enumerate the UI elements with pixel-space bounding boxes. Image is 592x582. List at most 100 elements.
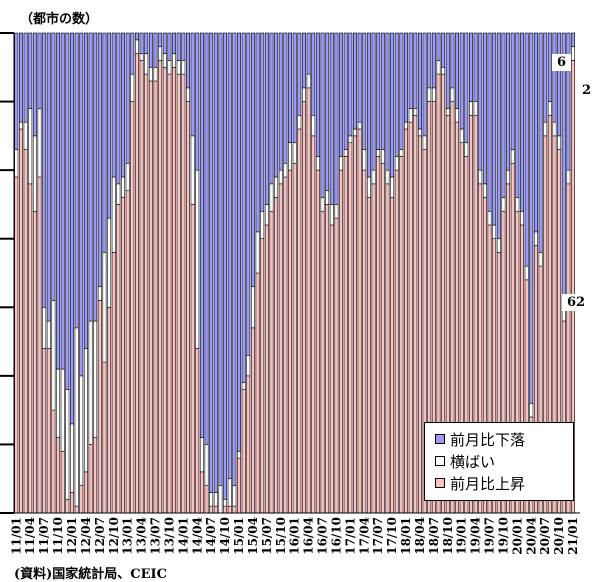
bar-decline-14-11 [227, 32, 232, 480]
bar-decline-17-06 [371, 32, 376, 171]
bar-rise-15-08 [269, 210, 274, 514]
bar-flat-19-03 [469, 101, 473, 116]
bar-flat-18-12 [455, 108, 460, 123]
bar-decline-16-11 [339, 32, 344, 157]
bar-decline-18-05 [422, 32, 427, 137]
bar-rise-17-07 [376, 156, 381, 514]
bar-flat-16-01 [292, 142, 297, 164]
y-axis-unit-label: （都市の数） [20, 12, 99, 27]
bar-decline-17-08 [380, 32, 385, 150]
bar-flat-17-01 [348, 135, 353, 144]
bar-rise-13-01 [125, 190, 130, 514]
bar-decline-16-04 [306, 32, 311, 75]
bar-rise-12-09 [107, 306, 112, 514]
bar-rise-16-12 [343, 156, 348, 514]
bar-decline-15-08 [269, 32, 274, 185]
bar-flat-12-03 [79, 375, 84, 486]
bar-rise-11-02 [18, 128, 23, 514]
bar-decline-19-09 [496, 32, 501, 240]
bar-flat-13-03 [134, 39, 139, 54]
bar-decline-17-04 [362, 32, 367, 150]
bar-decline-17-07 [376, 32, 381, 150]
bar-rise-17-02 [353, 135, 357, 514]
bar-rise-12-07 [97, 300, 102, 514]
bar-flat-19-12 [510, 149, 515, 164]
bar-decline-13-05 [144, 32, 149, 54]
x-tick-label-19-07: 19/07 [483, 517, 497, 555]
bar-flat-18-06 [427, 87, 432, 102]
x-tick-labels: 11/01 11/04 11/07 11/10 12/01 12/04 12/07 12/10… [9, 517, 580, 555]
bar-decline-13-02 [130, 32, 135, 75]
bar-flat-18-10 [445, 108, 450, 116]
bar-rise-12-10 [111, 252, 116, 514]
bar-flat-16-12 [343, 149, 348, 157]
bar-decline-13-01 [125, 32, 130, 164]
bar-rise-15-07 [264, 224, 269, 514]
bar-flat-12-02 [74, 327, 79, 507]
bar-flat-17-07 [376, 149, 381, 157]
bar-rise-16-11 [339, 169, 344, 514]
bar-flat-18-04 [417, 128, 422, 137]
bar-flat-18-01 [404, 121, 408, 130]
bar-flat-15-08 [269, 183, 274, 212]
bar-rise-17-01 [348, 142, 353, 514]
bar-decline-12-09 [107, 32, 112, 219]
bar-rise-14-02 [186, 101, 190, 514]
bar-flat-12-04 [83, 348, 88, 473]
bar-rise-15-03 [246, 375, 251, 514]
bar-decline-12-03 [79, 32, 84, 377]
bar-decline-11-06 [37, 32, 42, 109]
bar-rise-17-05 [366, 197, 371, 514]
bar-decline-15-04 [250, 32, 255, 288]
bar-flat-20-05 [533, 231, 538, 246]
bar-flat-18-02 [408, 108, 413, 123]
bar-rise-12-02 [74, 505, 79, 514]
bar-flat-19-07 [487, 210, 492, 226]
bar-flat-12-11 [116, 183, 121, 205]
bar-decline-14-06 [204, 32, 209, 445]
bar-decline-11-01 [14, 32, 19, 150]
bar-flat-20-04 [529, 402, 534, 418]
legend-swatch-decline [435, 434, 445, 444]
bar-decline-17-11 [394, 32, 399, 157]
callout-decline: 6 [552, 54, 572, 71]
bar-rise-15-12 [288, 169, 293, 514]
bar-rise-14-08 [213, 505, 218, 514]
bar-flat-14-07 [209, 492, 214, 507]
bar-decline-19-10 [501, 32, 506, 198]
bar-flat-19-11 [506, 169, 511, 185]
bar-rise-14-01 [181, 73, 186, 514]
bar-flat-11-05 [32, 135, 37, 212]
bar-decline-16-06 [315, 32, 320, 157]
bar-flat-12-09 [107, 217, 112, 308]
bar-decline-13-06 [148, 32, 153, 68]
bar-flat-14-09 [218, 485, 223, 514]
bar-decline-16-12 [343, 32, 348, 150]
bar-rise-16-09 [329, 224, 334, 514]
legend-swatch-rise [435, 478, 445, 488]
bar-flat-17-10 [390, 176, 395, 198]
x-tick-label-19-01: 19/01 [455, 517, 469, 555]
x-tick-label-12-04: 12/04 [79, 517, 93, 555]
bar-rise-11-12 [65, 498, 70, 514]
bar-decline-12-04 [83, 32, 88, 349]
bar-rise-11-09 [51, 409, 56, 514]
bar-decline-15-02 [241, 32, 246, 384]
bar-flat-13-02 [130, 73, 135, 102]
bar-flat-14-11 [227, 478, 232, 507]
x-tick-label-16-10: 16/10 [329, 517, 343, 555]
bar-rise-17-06 [371, 183, 376, 514]
bar-decline-15-09 [274, 32, 279, 178]
bar-flat-15-05 [255, 231, 260, 274]
x-tick-label-15-01: 15/01 [232, 517, 246, 555]
bar-flat-11-04 [28, 108, 33, 185]
bar-flat-11-01 [14, 149, 19, 178]
bar-flat-17-03 [357, 121, 362, 130]
bar-decline-20-06 [538, 32, 543, 253]
bar-flat-11-09 [51, 300, 56, 411]
bar-flat-18-07 [431, 87, 436, 102]
bar-decline-14-01 [181, 32, 186, 61]
bar-decline-20-10 [557, 32, 562, 137]
bar-flat-13-01 [125, 162, 130, 192]
bar-flat-20-12 [566, 169, 571, 185]
